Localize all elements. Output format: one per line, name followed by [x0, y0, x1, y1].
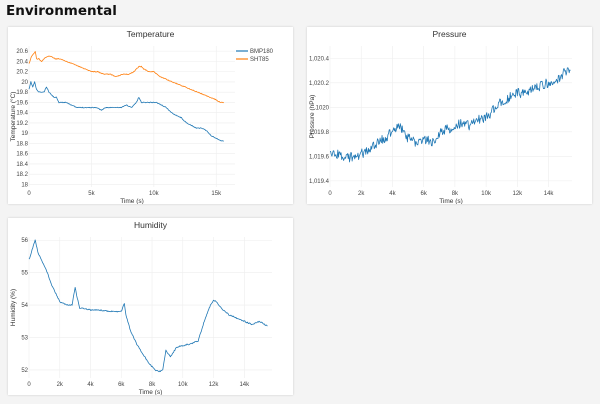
series-line-bmp180 — [28, 81, 224, 142]
y-tick-label: 20.2 — [16, 70, 28, 76]
humidity-chart: Humidity 52 53 54 55 56 0 2k 4k 6k 8k 10k 12k 14k Time… — [10, 220, 272, 395]
y-tick-label: 20.6 — [16, 49, 28, 55]
y-tick-label: 1020 — [316, 105, 330, 111]
series-line-humidity — [28, 239, 268, 373]
x-tick-label: 0 — [27, 191, 31, 197]
y-tick-label: 1,019.8 — [309, 130, 330, 136]
y-tick-label: 19.8 — [16, 90, 28, 96]
series-path — [28, 81, 224, 142]
y-tick-label: 53 — [21, 335, 28, 341]
y-tick-label: 54 — [21, 303, 28, 309]
y-tick-label: 52 — [21, 368, 28, 374]
x-tick-label: 0 — [328, 191, 332, 197]
x-tick-label: 0 — [27, 382, 31, 388]
chart-title: Humidity — [134, 220, 168, 230]
series-path — [28, 239, 268, 373]
humidity-chart-panel: Humidity 52 53 54 55 56 0 2k 4k 6k 8k 10k 12k 14k Time… — [8, 218, 293, 395]
y-tick-label: 1,019.6 — [309, 154, 330, 160]
x-tick-label: 8k — [452, 191, 459, 197]
y-axis-label: Pressure (hPa) — [309, 95, 316, 139]
x-tick-label: 5k — [88, 191, 95, 197]
page-title: Environmental — [6, 3, 117, 19]
series-path — [28, 51, 224, 104]
y-tick-label: 1,020.2 — [309, 81, 330, 87]
x-tick-label: 6k — [421, 191, 428, 197]
pressure-chart-panel: Pressure 1,019.4 1,019.6 1,019.8 1020 1,020.2… — [307, 27, 592, 204]
x-axis-label: Time (s) — [120, 198, 144, 204]
legend-entry: BMP180 — [250, 49, 274, 55]
series-line-pressure — [329, 67, 571, 163]
y-tick-label: 18.8 — [16, 141, 28, 147]
x-tick-label: 6k — [118, 382, 125, 388]
y-tick-label: 18.2 — [16, 172, 28, 178]
x-tick-label: 14k — [544, 191, 555, 197]
legend-entry: SHT85 — [250, 57, 269, 63]
series-line-sht85 — [28, 51, 224, 104]
x-tick-label: 12k — [209, 382, 220, 388]
y-tick-label: 20 — [21, 80, 28, 86]
temperature-chart: Temperature 18 18.2 18.4 18.6 18.8 19 19.2 19.4 1… — [9, 29, 274, 204]
x-axis-label: Time (s) — [439, 198, 463, 204]
x-tick-label: 8k — [149, 382, 156, 388]
x-tick-label: 10k — [481, 191, 492, 197]
x-tick-label: 2k — [57, 382, 64, 388]
x-tick-label: 12k — [513, 191, 524, 197]
x-tick-label: 2k — [358, 191, 365, 197]
y-tick-label: 1,019.4 — [309, 179, 330, 185]
x-tick-label: 10k — [149, 191, 160, 197]
x-tick-label: 15k — [211, 191, 222, 197]
x-tick-label: 4k — [389, 191, 396, 197]
chart-title: Pressure — [432, 29, 466, 39]
y-tick-label: 55 — [21, 271, 28, 277]
y-axis-label: Humidity (%) — [10, 289, 17, 326]
y-tick-label: 19.6 — [16, 100, 28, 106]
y-tick-label: 19.2 — [16, 121, 28, 127]
x-axis-label: Time (s) — [139, 389, 163, 395]
y-tick-label: 18.6 — [16, 152, 28, 158]
y-axis-label: Temperature (°C) — [9, 92, 17, 142]
pressure-chart: Pressure 1,019.4 1,019.6 1,019.8 1020 1,020.2… — [309, 29, 572, 204]
y-tick-label: 56 — [21, 238, 28, 244]
y-tick-label: 1,020.4 — [309, 56, 330, 62]
y-tick-label: 19 — [21, 131, 28, 137]
series-path — [329, 67, 571, 163]
x-tick-label: 4k — [87, 382, 94, 388]
x-tick-label: 14k — [239, 382, 250, 388]
y-tick-label: 18 — [21, 182, 28, 188]
temperature-chart-panel: Temperature 18 18.2 18.4 18.6 18.8 19 19.2 19.4 1… — [8, 27, 293, 204]
y-tick-label: 18.4 — [16, 162, 28, 168]
y-tick-label: 19.4 — [16, 111, 28, 117]
y-tick-label: 20.4 — [16, 59, 28, 65]
x-tick-label: 10k — [178, 382, 189, 388]
chart-title: Temperature — [127, 29, 175, 39]
